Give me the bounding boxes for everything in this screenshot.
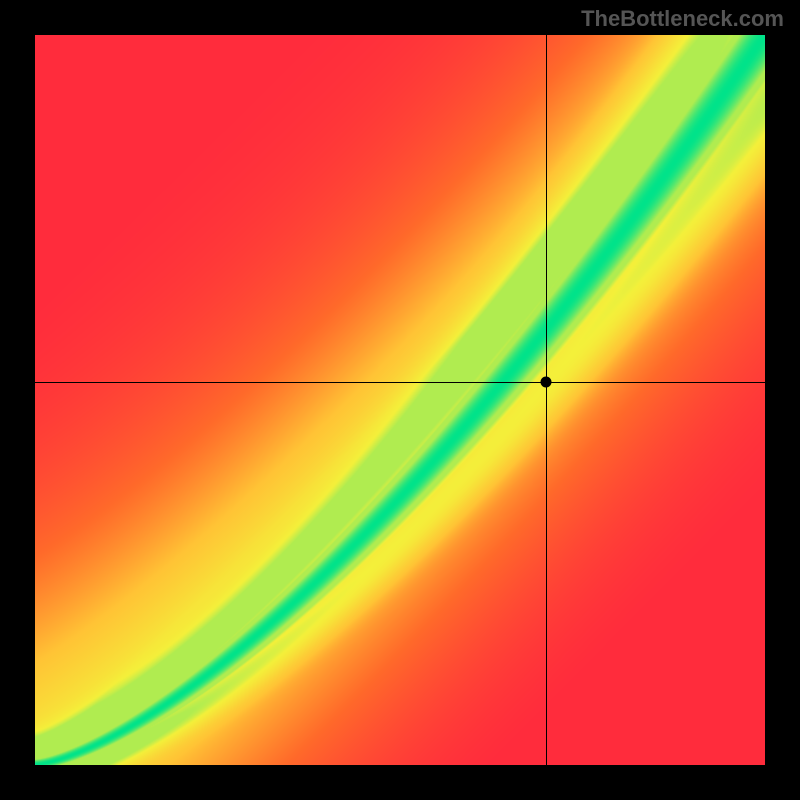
marker-dot xyxy=(541,376,552,387)
plot-area xyxy=(35,35,765,765)
heatmap-canvas xyxy=(35,35,765,765)
chart-container: TheBottleneck.com xyxy=(0,0,800,800)
crosshair-vertical xyxy=(546,35,547,765)
watermark-text: TheBottleneck.com xyxy=(581,6,784,32)
crosshair-horizontal xyxy=(35,382,765,383)
